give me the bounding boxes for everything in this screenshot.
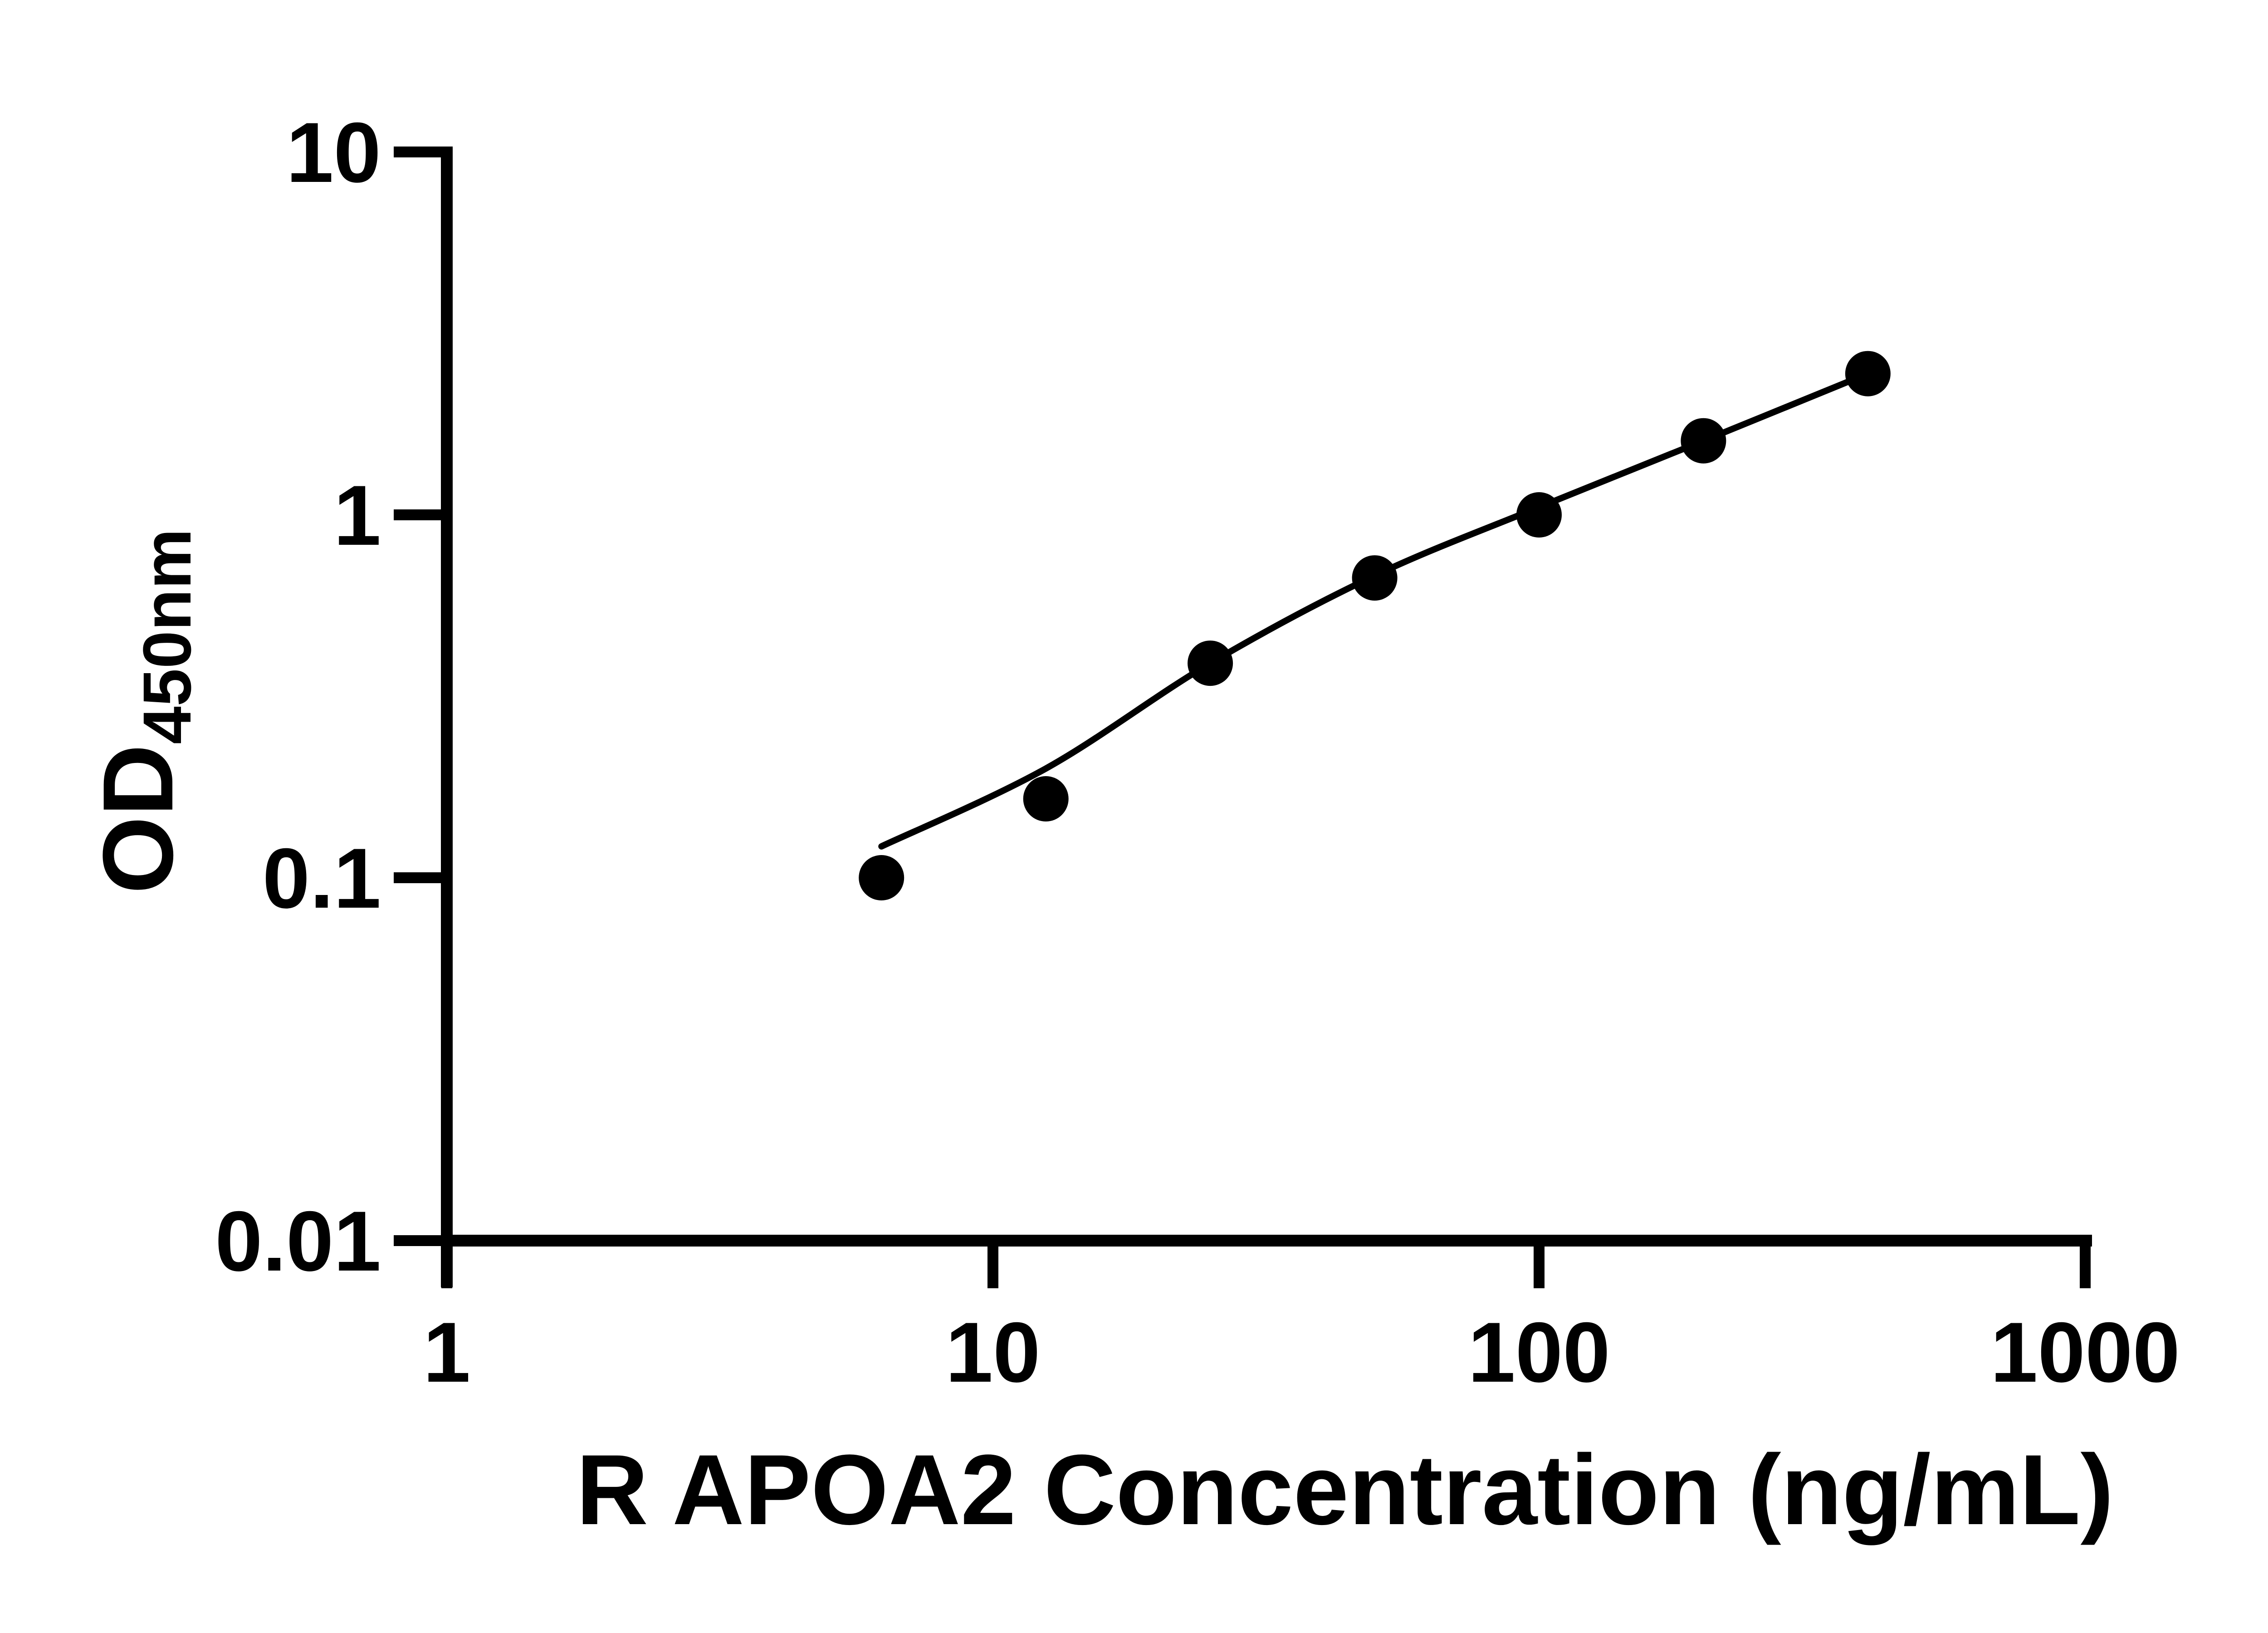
- data-point: [859, 855, 904, 900]
- y-ticks: [394, 147, 453, 1246]
- data-point: [1188, 640, 1233, 686]
- y-axis-title-subscript: 450nm: [129, 528, 205, 744]
- y-axis: 10 1 0.1 0.01: [215, 105, 453, 1289]
- data-point: [1023, 776, 1069, 821]
- x-ticks: [441, 1241, 2091, 1288]
- x-tick-label: 1: [423, 1305, 471, 1400]
- x-axis: 1 10 100 1000: [423, 1235, 2180, 1400]
- x-tick-labels: 1 10 100 1000: [423, 1305, 2180, 1400]
- y-tick-label: 0.01: [215, 1193, 381, 1289]
- y-axis-title-main: OD: [82, 744, 194, 894]
- data-point: [1845, 351, 1891, 396]
- y-tick-label: 0.1: [263, 831, 381, 926]
- y-tick-labels: 10 1 0.1 0.01: [215, 105, 381, 1289]
- y-tick-label: 1: [333, 468, 381, 563]
- data-points: [859, 351, 1891, 900]
- y-tick-label: 10: [286, 105, 381, 200]
- x-tick-label: 10: [945, 1305, 1040, 1400]
- y-axis-title: OD450nm: [82, 528, 205, 894]
- data-point: [1352, 555, 1398, 601]
- x-tick-label: 100: [1468, 1305, 1610, 1400]
- plot-series: [859, 351, 1891, 900]
- data-point: [1681, 418, 1726, 464]
- x-axis-title: R APOA2 Concentration (ng/mL): [576, 1434, 2114, 1545]
- data-point: [1516, 492, 1562, 538]
- x-tick-label: 1000: [1990, 1305, 2180, 1400]
